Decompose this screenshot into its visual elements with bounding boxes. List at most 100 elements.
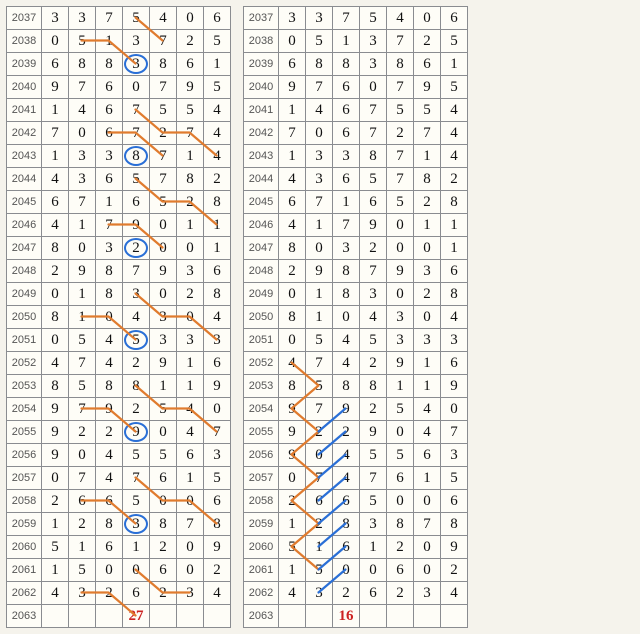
cell-value: 1: [393, 378, 407, 395]
cell: 2: [360, 237, 387, 260]
cell-value: 3: [420, 585, 434, 602]
cell-value: 1: [183, 217, 197, 234]
cell: 7: [360, 122, 387, 145]
cell-value: 2: [183, 286, 197, 303]
cell: 0: [387, 237, 414, 260]
cell: 0: [204, 398, 231, 421]
cell: 1: [441, 53, 468, 76]
cell-value: 7: [285, 125, 299, 142]
cell-value: 1: [75, 217, 89, 234]
cell: 4: [96, 444, 123, 467]
cell-value: 0: [393, 424, 407, 441]
cell: 0: [414, 306, 441, 329]
row-index: 2040: [244, 76, 279, 99]
cell-value: 9: [156, 355, 170, 372]
cell: 9: [42, 444, 69, 467]
cell-value: 2: [48, 263, 62, 280]
cell-value: 6: [210, 493, 224, 510]
cell: 6: [177, 53, 204, 76]
row-index: 2062: [244, 582, 279, 605]
cell: 5: [42, 536, 69, 559]
cell-value: 1: [102, 194, 116, 211]
cell: 5: [360, 168, 387, 191]
cell: 7: [69, 191, 96, 214]
cell-value: 0: [129, 79, 143, 96]
cell-value: 0: [420, 240, 434, 257]
cell-value: 0: [102, 562, 116, 579]
cell-value: 7: [210, 424, 224, 441]
cell: 1: [204, 53, 231, 76]
cell: 6: [333, 76, 360, 99]
cell-value: 4: [210, 309, 224, 326]
cell: 7: [150, 76, 177, 99]
cell-value: 0: [420, 10, 434, 27]
row-index: 2063: [7, 605, 42, 628]
cell-value: 5: [447, 470, 461, 487]
row-index: 2061: [7, 559, 42, 582]
cell: 4: [279, 168, 306, 191]
cell: 4: [42, 168, 69, 191]
cell-value: 6: [102, 102, 116, 119]
cell: 0: [96, 559, 123, 582]
cell: 0: [414, 237, 441, 260]
cell: 0: [306, 444, 333, 467]
cell-value: 4: [48, 355, 62, 372]
cell: 1: [414, 375, 441, 398]
cell-value: 6: [447, 263, 461, 280]
cell-value: 5: [156, 401, 170, 418]
cell: 3: [414, 329, 441, 352]
cell: 9: [279, 76, 306, 99]
cell-value: 3: [124, 514, 148, 534]
cell-value: 1: [156, 378, 170, 395]
cell: 6: [42, 191, 69, 214]
cell-value: 9: [393, 355, 407, 372]
cell-value: 9: [183, 79, 197, 96]
cell-value: 1: [420, 378, 434, 395]
cell-value: 4: [183, 424, 197, 441]
cell: 2: [279, 490, 306, 513]
cell-value: 7: [129, 263, 143, 280]
cell: 6: [414, 53, 441, 76]
cell-value: 2: [210, 171, 224, 188]
cell-value: 5: [156, 194, 170, 211]
cell: 8: [96, 375, 123, 398]
cell-value: 1: [75, 286, 89, 303]
cell: 5: [414, 99, 441, 122]
cell-value: 9: [285, 79, 299, 96]
cell: 3: [123, 30, 150, 53]
cell: 5: [150, 398, 177, 421]
cell-value: 4: [339, 447, 353, 464]
cell-value: 6: [129, 585, 143, 602]
cell: [306, 605, 333, 628]
cell-value: 1: [447, 217, 461, 234]
cell-value: 1: [183, 470, 197, 487]
cell-value: 5: [75, 33, 89, 50]
cell: 4: [279, 352, 306, 375]
cell-value: 8: [447, 286, 461, 303]
cell: [441, 605, 468, 628]
cell-value: 2: [124, 238, 148, 258]
cell: 6: [333, 168, 360, 191]
cell-value: 5: [420, 102, 434, 119]
cell-value: 9: [48, 401, 62, 418]
cell-value: 9: [339, 401, 353, 418]
cell-value: 4: [285, 217, 299, 234]
cell: 6: [123, 582, 150, 605]
cell: 1: [414, 214, 441, 237]
cell: 5: [306, 375, 333, 398]
cell: 6: [96, 168, 123, 191]
cell: 1: [123, 536, 150, 559]
cell-value: 2: [102, 585, 116, 602]
cell: 5: [306, 30, 333, 53]
cell-value: 3: [75, 171, 89, 188]
cell: 4: [177, 421, 204, 444]
cell: 7: [96, 214, 123, 237]
cell: 6: [150, 559, 177, 582]
cell: 1: [177, 467, 204, 490]
cell-value: 1: [339, 33, 353, 50]
cell-value: 8: [285, 309, 299, 326]
cell-value: 1: [102, 33, 116, 50]
cell-value: 7: [129, 470, 143, 487]
cell-value: 1: [420, 355, 434, 372]
row-index: 2037: [7, 7, 42, 30]
